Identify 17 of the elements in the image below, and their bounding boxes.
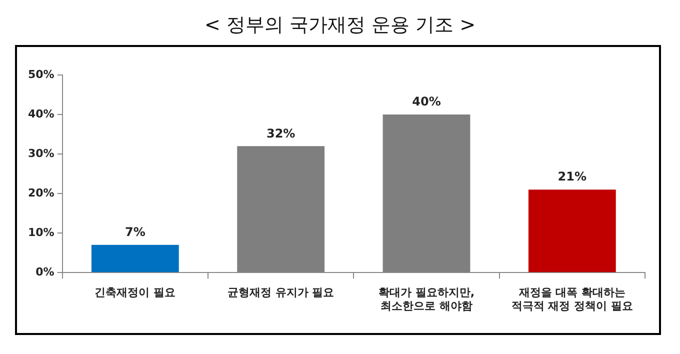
- data-label: 40%: [412, 94, 441, 109]
- y-tick-label: 40%: [28, 107, 54, 120]
- x-tick-label: 긴축재정이 필요: [94, 286, 176, 300]
- bar: [528, 190, 616, 272]
- y-tick-label: 20%: [28, 186, 54, 200]
- data-label: 21%: [558, 170, 587, 184]
- x-tick-label: 재정을 대폭 확대하는 적극적 재정 정책이 필요: [511, 286, 633, 312]
- y-tick-label: 50%: [28, 68, 54, 81]
- y-tick-label: 0%: [36, 265, 54, 278]
- chart-title: < 정부의 국가재정 운용 기조 >: [203, 13, 477, 38]
- x-tick-label: 확대가 필요하지만, 최소한으로 해야함: [378, 286, 475, 312]
- data-label: 7%: [124, 225, 146, 240]
- y-tick-label: 30%: [28, 146, 54, 160]
- bar: [91, 244, 179, 272]
- x-tick-label: 균형재정 유지가 필요: [227, 286, 334, 300]
- y-tick-label: 10%: [28, 226, 54, 239]
- data-label: 32%: [266, 126, 296, 140]
